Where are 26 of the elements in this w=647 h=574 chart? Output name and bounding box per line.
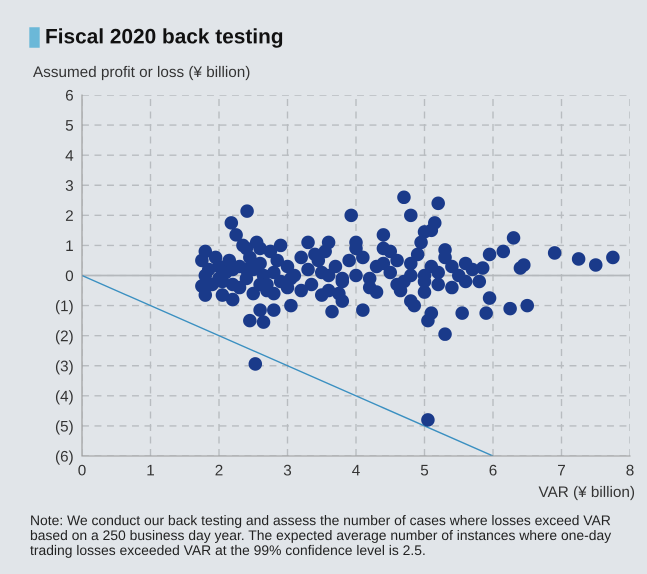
- text: Note: We conduct our back testing and assess the number of cases where losses exceed VAR based on a 250 business day year. The expected average number of instances where one-day trading losses exceeded VAR at the 99% confidence level is 2.5.: [30, 515, 612, 558]
- x-tick-label: 2: [216, 464, 222, 476]
- y-tick-label: 1: [66, 240, 73, 251]
- x-tick-label: 5: [420, 464, 428, 476]
- y-tick-label: (6): [56, 450, 73, 465]
- y-tick-label: 5: [66, 120, 74, 131]
- chart-title: Fiscal 2020 back testing: [46, 28, 282, 48]
- x-tick-label: 6: [490, 464, 497, 476]
- y-tick-label: 4: [66, 150, 74, 161]
- x-tick-label: 4: [352, 464, 360, 476]
- x-tick-label: 3: [284, 464, 292, 476]
- y-axis-title: Assumed profit or loss (¥ billion): [33, 66, 250, 80]
- y-tick-label: (2): [56, 330, 73, 344]
- y-tick-label: (3): [56, 360, 73, 374]
- y-tick-label: 2: [66, 210, 73, 221]
- y-tick-label: (4): [56, 390, 73, 405]
- x-tick-label: 7: [558, 464, 565, 476]
- y-tick-label: 3: [66, 180, 73, 191]
- x-axis-title: VAR (¥ billion): [538, 486, 634, 500]
- x-tick-label: 0: [78, 464, 86, 476]
- x-tick-label: 8: [626, 464, 634, 476]
- y-tick-label: (5): [56, 420, 73, 435]
- y-tick-label: 6: [66, 90, 73, 101]
- x-tick-label: 1: [147, 464, 154, 476]
- y-tick-label: (1): [56, 300, 73, 314]
- y-tick-label: 0: [66, 270, 74, 282]
